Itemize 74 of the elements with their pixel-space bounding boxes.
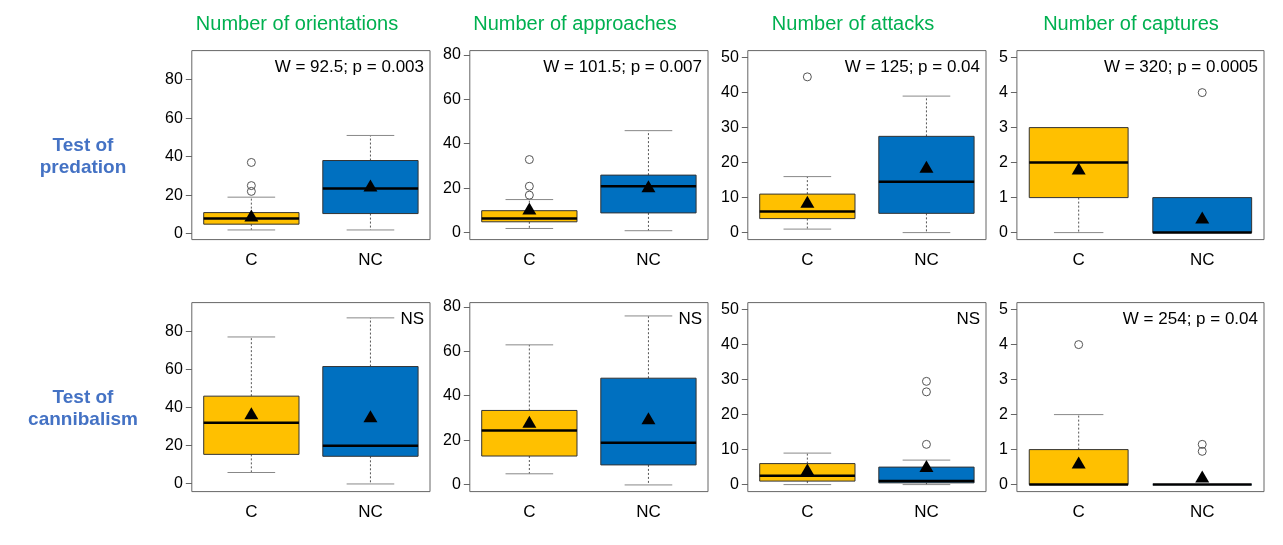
annotation: W = 92.5; p = 0.003 bbox=[274, 56, 424, 76]
y-tick-label: 50 bbox=[721, 300, 739, 318]
y-tick-label: 2 bbox=[998, 405, 1008, 423]
y-tick-label: 40 bbox=[721, 335, 739, 353]
y-tick-label: 40 bbox=[165, 147, 183, 165]
x-tick-label: C bbox=[523, 502, 536, 522]
y-tick-label: 50 bbox=[721, 48, 739, 66]
y-tick-label: 30 bbox=[721, 370, 739, 388]
annotation: NS bbox=[678, 308, 702, 328]
annotation: W = 320; p = 0.0005 bbox=[1103, 56, 1258, 76]
y-tick-label: 20 bbox=[721, 405, 739, 423]
x-tick-label: NC bbox=[636, 502, 661, 522]
x-tick-label: C bbox=[245, 502, 258, 522]
y-tick-label: 5 bbox=[998, 48, 1008, 66]
y-tick-label: 60 bbox=[443, 341, 461, 359]
y-tick-label: 40 bbox=[443, 134, 461, 152]
annotation: W = 254; p = 0.04 bbox=[1122, 308, 1258, 328]
chart-title: Number of attacks bbox=[770, 11, 936, 36]
x-tick-label: C bbox=[801, 502, 814, 522]
y-tick-label: 60 bbox=[165, 359, 183, 377]
y-tick-label: 4 bbox=[998, 83, 1008, 101]
y-tick-label: 80 bbox=[443, 297, 461, 315]
chart-title: Number of approaches bbox=[472, 11, 678, 36]
x-tick-label: NC bbox=[636, 250, 661, 270]
x-tick-label: NC bbox=[1189, 502, 1215, 522]
y-tick-label: 0 bbox=[451, 223, 461, 241]
chart-title: Number of captures bbox=[1042, 11, 1220, 36]
y-tick-label: 30 bbox=[721, 118, 739, 136]
x-tick-label: NC bbox=[358, 502, 383, 522]
y-tick-label: 0 bbox=[729, 223, 739, 241]
y-tick-label: 20 bbox=[165, 436, 183, 454]
y-tick-label: 4 bbox=[998, 335, 1008, 353]
x-tick-label: C bbox=[523, 250, 536, 270]
y-tick-label: 80 bbox=[165, 321, 183, 339]
y-tick-label: 20 bbox=[721, 153, 739, 171]
y-tick-label: 20 bbox=[443, 430, 461, 448]
y-tick-label: 0 bbox=[173, 224, 183, 242]
y-tick-label: 0 bbox=[451, 475, 461, 493]
annotation: NS bbox=[400, 308, 424, 328]
y-tick-label: 2 bbox=[998, 153, 1008, 171]
y-tick-label: 20 bbox=[165, 185, 183, 203]
y-tick-label: 0 bbox=[998, 475, 1008, 493]
y-axis-title: Test of predation bbox=[38, 133, 128, 179]
y-tick-label: 60 bbox=[443, 89, 461, 107]
y-tick-label: 20 bbox=[443, 178, 461, 196]
x-tick-label: C bbox=[1072, 250, 1085, 270]
annotation: W = 125; p = 0.04 bbox=[844, 56, 980, 76]
x-tick-label: NC bbox=[914, 502, 939, 522]
y-tick-label: 3 bbox=[998, 370, 1008, 388]
y-tick-label: 10 bbox=[721, 440, 739, 458]
y-tick-label: 80 bbox=[443, 45, 461, 63]
x-tick-label: C bbox=[801, 250, 814, 270]
y-tick-label: 60 bbox=[165, 108, 183, 126]
y-tick-label: 0 bbox=[729, 475, 739, 493]
chart-title: Number of orientations bbox=[194, 11, 400, 36]
x-tick-label: NC bbox=[358, 250, 383, 270]
y-tick-label: 0 bbox=[998, 223, 1008, 241]
annotation: NS bbox=[956, 308, 980, 328]
y-tick-label: 40 bbox=[721, 83, 739, 101]
annotation: W = 101.5; p = 0.007 bbox=[543, 56, 702, 76]
y-tick-label: 1 bbox=[998, 440, 1008, 458]
y-tick-label: 40 bbox=[443, 386, 461, 404]
x-tick-label: NC bbox=[1189, 250, 1215, 270]
y-axis-title: Test of cannibalism bbox=[27, 385, 139, 431]
y-tick-label: 10 bbox=[721, 188, 739, 206]
y-tick-label: 5 bbox=[998, 300, 1008, 318]
y-tick-label: 40 bbox=[165, 398, 183, 416]
y-tick-label: 0 bbox=[173, 474, 183, 492]
x-tick-label: C bbox=[1072, 502, 1085, 522]
y-tick-label: 80 bbox=[165, 69, 183, 87]
x-tick-label: C bbox=[245, 250, 258, 270]
x-tick-label: NC bbox=[914, 250, 939, 270]
y-tick-label: 1 bbox=[998, 188, 1008, 206]
y-tick-label: 3 bbox=[998, 118, 1008, 136]
